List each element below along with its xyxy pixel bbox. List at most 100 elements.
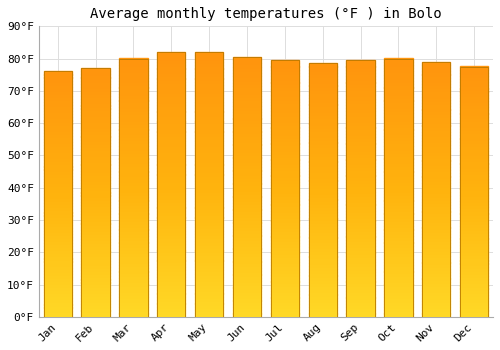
- Bar: [384, 65, 412, 68]
- Bar: [422, 234, 450, 237]
- Bar: [119, 262, 148, 265]
- Bar: [460, 132, 488, 135]
- Bar: [44, 108, 72, 111]
- Bar: [460, 145, 488, 148]
- Bar: [460, 182, 488, 186]
- Bar: [346, 262, 375, 266]
- Bar: [44, 222, 72, 225]
- Bar: [422, 205, 450, 208]
- Bar: [422, 128, 450, 132]
- Bar: [422, 291, 450, 294]
- Bar: [422, 250, 450, 253]
- Bar: [195, 184, 224, 188]
- Bar: [384, 178, 412, 181]
- Bar: [308, 184, 337, 187]
- Bar: [233, 141, 261, 145]
- Bar: [346, 265, 375, 269]
- Bar: [308, 114, 337, 117]
- Bar: [82, 130, 110, 133]
- Bar: [233, 290, 261, 294]
- Bar: [384, 172, 412, 175]
- Bar: [422, 228, 450, 231]
- Bar: [384, 217, 412, 220]
- Bar: [233, 63, 261, 67]
- Bar: [119, 68, 148, 71]
- Bar: [384, 152, 412, 155]
- Bar: [157, 188, 186, 191]
- Bar: [157, 168, 186, 171]
- Bar: [157, 112, 186, 115]
- Bar: [44, 228, 72, 231]
- Bar: [308, 244, 337, 247]
- Bar: [270, 70, 299, 73]
- Bar: [308, 85, 337, 89]
- Bar: [195, 131, 224, 135]
- Bar: [308, 275, 337, 279]
- Bar: [422, 310, 450, 314]
- Bar: [270, 92, 299, 96]
- Bar: [270, 268, 299, 272]
- Bar: [233, 109, 261, 112]
- Bar: [308, 181, 337, 184]
- Bar: [422, 62, 450, 65]
- Bar: [44, 84, 72, 87]
- Bar: [195, 224, 224, 228]
- Bar: [346, 98, 375, 102]
- Bar: [270, 73, 299, 76]
- Bar: [195, 164, 224, 168]
- Bar: [233, 226, 261, 229]
- Bar: [422, 266, 450, 269]
- Bar: [308, 168, 337, 171]
- Bar: [119, 130, 148, 133]
- Bar: [82, 248, 110, 252]
- Bar: [270, 86, 299, 89]
- Bar: [233, 57, 261, 317]
- Bar: [346, 294, 375, 297]
- Bar: [195, 197, 224, 201]
- Bar: [233, 125, 261, 128]
- Bar: [119, 184, 148, 188]
- Bar: [270, 127, 299, 131]
- Bar: [346, 227, 375, 230]
- Bar: [44, 136, 72, 139]
- Bar: [119, 78, 148, 81]
- Bar: [157, 141, 186, 145]
- Bar: [308, 237, 337, 241]
- Bar: [422, 282, 450, 285]
- Bar: [44, 283, 72, 286]
- Bar: [460, 245, 488, 248]
- Bar: [233, 313, 261, 317]
- Bar: [460, 314, 488, 317]
- Bar: [195, 284, 224, 287]
- Bar: [384, 268, 412, 272]
- Bar: [270, 175, 299, 179]
- Bar: [346, 60, 375, 317]
- Bar: [82, 87, 110, 90]
- Bar: [195, 151, 224, 155]
- Bar: [422, 141, 450, 145]
- Bar: [233, 132, 261, 135]
- Bar: [195, 307, 224, 310]
- Bar: [270, 201, 299, 204]
- Bar: [384, 97, 412, 100]
- Bar: [460, 285, 488, 289]
- Bar: [384, 162, 412, 165]
- Bar: [460, 120, 488, 123]
- Bar: [233, 70, 261, 73]
- Bar: [460, 151, 488, 154]
- Bar: [460, 217, 488, 220]
- Bar: [119, 207, 148, 210]
- Bar: [233, 239, 261, 242]
- Bar: [119, 291, 148, 294]
- Bar: [233, 232, 261, 236]
- Bar: [44, 234, 72, 237]
- Bar: [346, 204, 375, 208]
- Bar: [384, 255, 412, 259]
- Bar: [195, 247, 224, 251]
- Bar: [119, 175, 148, 178]
- Bar: [195, 217, 224, 221]
- Bar: [82, 68, 110, 71]
- Bar: [157, 108, 186, 112]
- Bar: [346, 278, 375, 281]
- Bar: [119, 275, 148, 278]
